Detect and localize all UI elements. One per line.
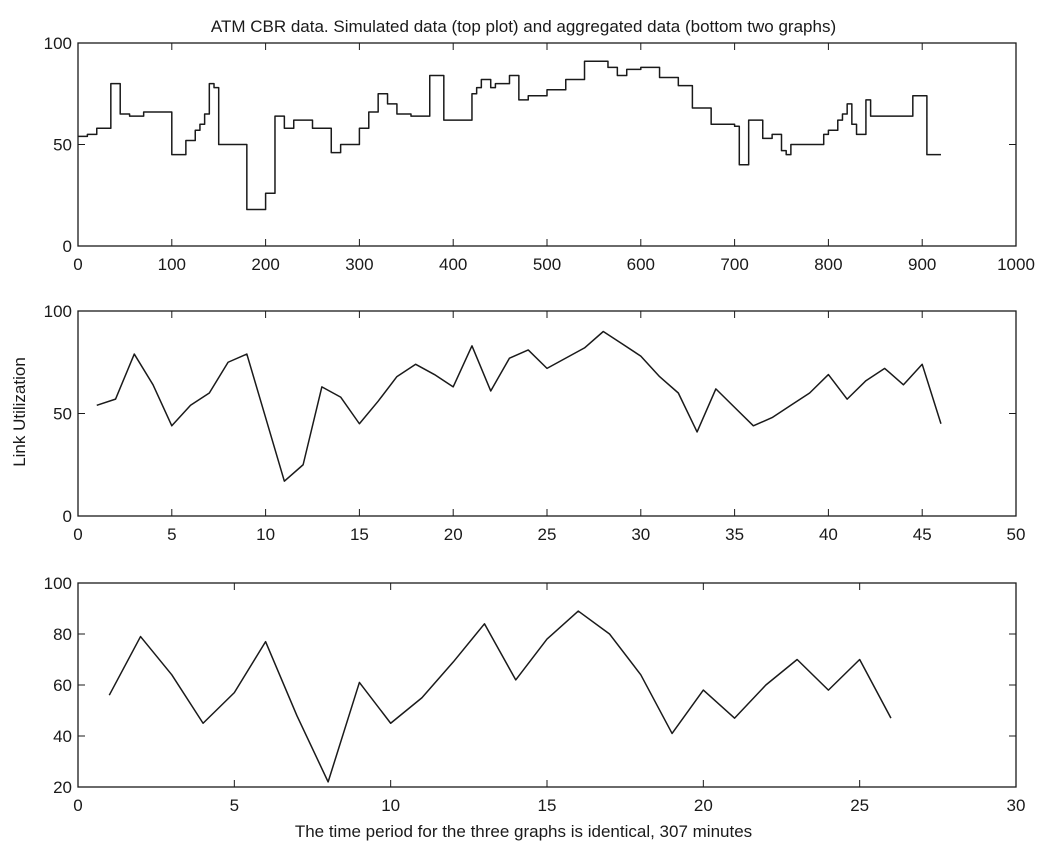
x-tick-label: 400 bbox=[439, 255, 467, 274]
x-tick-label: 15 bbox=[538, 796, 557, 815]
x-tick-label: 200 bbox=[251, 255, 279, 274]
chart-panel-3: 0 5 10 15 20 25 30 20 40 60 80 100 bbox=[44, 574, 1026, 815]
y-tick-label: 40 bbox=[53, 727, 72, 746]
x-tick-label: 500 bbox=[533, 255, 561, 274]
x-tick-label: 0 bbox=[73, 255, 82, 274]
x-tick-label: 5 bbox=[230, 796, 239, 815]
x-tick-label: 100 bbox=[158, 255, 186, 274]
chart-panel-1: 0 100 200 300 400 500 600 700 800 900 1000 0 50 100 bbox=[44, 34, 1035, 274]
plot-frame bbox=[77, 310, 1017, 517]
y-tick-label: 50 bbox=[53, 136, 72, 155]
y-tick-label: 100 bbox=[44, 302, 72, 321]
x-tick-label: 25 bbox=[538, 525, 557, 544]
x-tick-label: 300 bbox=[345, 255, 373, 274]
plot-frame bbox=[77, 582, 1017, 788]
y-tick-label: 80 bbox=[53, 625, 72, 644]
series-line-1 bbox=[96, 330, 942, 482]
chart-panel-2: 0 5 10 15 20 25 30 35 40 45 50 0 50 100 bbox=[44, 302, 1026, 544]
x-axis-label: The time period for the three graphs is … bbox=[294, 822, 753, 841]
x-tick-label: 0 bbox=[73, 796, 82, 815]
y-tick-label: 0 bbox=[63, 507, 72, 526]
figure-title: ATM CBR data. Simulated data (top plot) … bbox=[210, 17, 837, 36]
x-tick-label: 800 bbox=[814, 255, 842, 274]
y-tick-label: 50 bbox=[53, 405, 72, 424]
y-tick-label: 100 bbox=[44, 34, 72, 53]
x-tick-label: 900 bbox=[908, 255, 936, 274]
x-tick-label: 5 bbox=[167, 525, 176, 544]
y-tick-label: 0 bbox=[63, 237, 72, 256]
series-line-1 bbox=[108, 610, 892, 783]
x-tick-label: 1000 bbox=[997, 255, 1035, 274]
x-tick-label: 50 bbox=[1007, 525, 1026, 544]
x-tick-label: 45 bbox=[913, 525, 932, 544]
x-tick-label: 20 bbox=[444, 525, 463, 544]
x-tick-label: 10 bbox=[381, 796, 400, 815]
x-tick-label: 700 bbox=[720, 255, 748, 274]
series-line-1 bbox=[78, 60, 941, 211]
x-tick-label: 25 bbox=[850, 796, 869, 815]
x-tick-label: 20 bbox=[694, 796, 713, 815]
x-tick-label: 35 bbox=[725, 525, 744, 544]
x-tick-label: 10 bbox=[256, 525, 275, 544]
y-tick-label: 60 bbox=[53, 676, 72, 695]
x-tick-label: 600 bbox=[627, 255, 655, 274]
y-tick-label: 100 bbox=[44, 574, 72, 593]
y-tick-label: 20 bbox=[53, 778, 72, 797]
x-tick-label: 30 bbox=[1007, 796, 1026, 815]
x-tick-label: 40 bbox=[819, 525, 838, 544]
x-tick-label: 15 bbox=[350, 525, 369, 544]
x-tick-label: 30 bbox=[631, 525, 650, 544]
x-tick-label: 0 bbox=[73, 525, 82, 544]
